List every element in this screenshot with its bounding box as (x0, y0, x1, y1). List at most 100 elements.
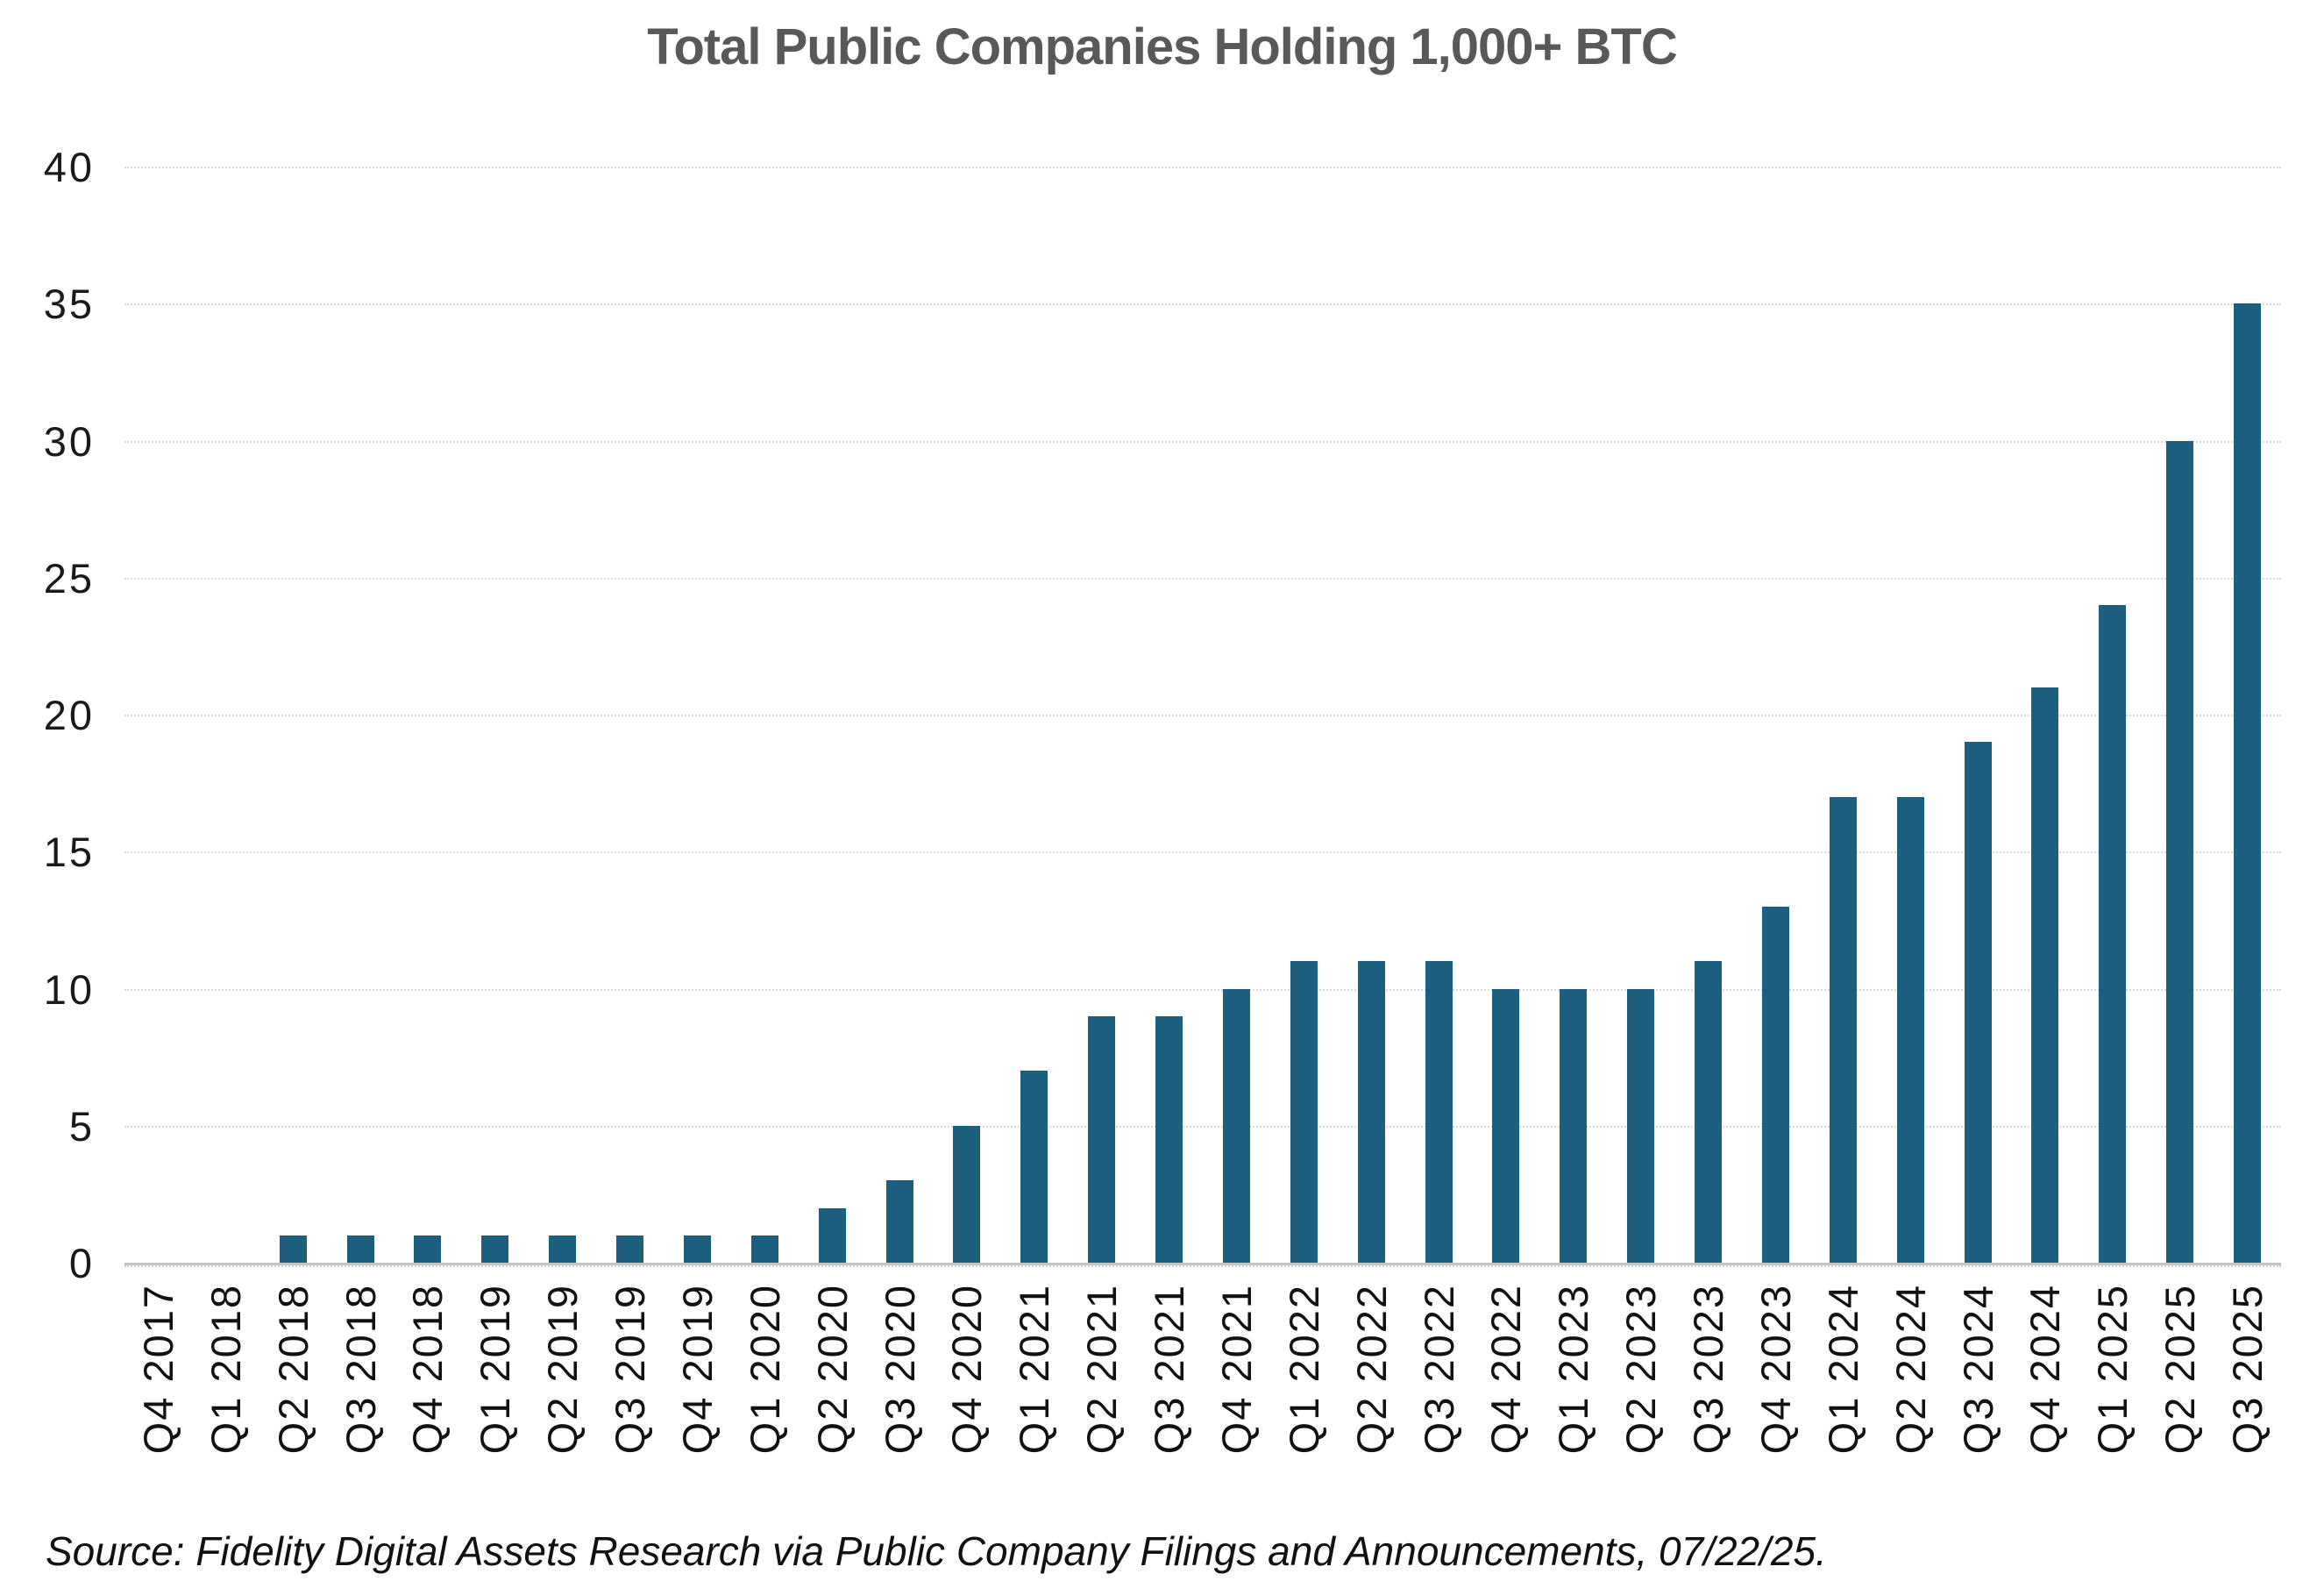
bar-Q4 2022 (1492, 988, 1520, 1263)
x-tick-label-Q1 2021: Q1 2021 (1011, 1284, 1058, 1455)
x-slot-Q3 2020: Q3 2020 (866, 1284, 934, 1507)
x-slot-Q2 2020: Q2 2020 (799, 1284, 866, 1507)
bar-Q2 2023 (1627, 988, 1655, 1263)
x-tick-label-Q2 2020: Q2 2020 (808, 1284, 856, 1455)
x-slot-Q2 2022: Q2 2022 (1338, 1284, 1405, 1507)
bar-Q3 2020 (885, 1180, 913, 1263)
bar-Q3 2024 (1964, 742, 1992, 1263)
bar-Q2 2024 (1896, 796, 1924, 1263)
x-slot-Q2 2018: Q2 2018 (259, 1284, 327, 1507)
bar-slot-Q3 2023 (1674, 167, 1742, 1263)
gridline-40 (124, 167, 2281, 168)
x-tick-label-Q3 2018: Q3 2018 (337, 1284, 384, 1455)
bar-Q2 2021 (1088, 1015, 1116, 1263)
x-slot-Q4 2024: Q4 2024 (2012, 1284, 2079, 1507)
bar-slot-Q4 2020 (934, 167, 1001, 1263)
gridline-5 (124, 1125, 2281, 1128)
y-tick-label-30: 30 (43, 417, 95, 465)
bar-slot-Q1 2019 (461, 167, 529, 1263)
x-slot-Q3 2018: Q3 2018 (327, 1284, 394, 1507)
x-slot-Q3 2022: Q3 2022 (1405, 1284, 1473, 1507)
y-axis: 40 35 30 25 20 15 10 5 0 (0, 146, 95, 1284)
x-tick-label-Q2 2022: Q2 2022 (1347, 1284, 1395, 1455)
bar-slot-Q3 2025 (2214, 167, 2281, 1263)
gridline-35 (124, 303, 2281, 306)
x-slot-Q3 2019: Q3 2019 (596, 1284, 664, 1507)
x-slot-Q1 2023: Q1 2023 (1539, 1284, 1607, 1507)
bar-Q1 2025 (2099, 605, 2127, 1263)
source-note: Source: Fidelity Digital Assets Research… (46, 1528, 1827, 1574)
bar-Q3 2018 (346, 1235, 374, 1263)
bar-Q2 2025 (2166, 440, 2194, 1263)
x-axis-baseline (124, 1263, 2281, 1267)
bar-slot-Q3 2018 (327, 167, 394, 1263)
bar-series (124, 167, 2281, 1263)
bar-Q2 2022 (1357, 961, 1385, 1263)
x-tick-label-Q2 2018: Q2 2018 (269, 1284, 316, 1455)
bar-Q4 2021 (1222, 988, 1250, 1263)
gridline-10 (124, 988, 2281, 991)
x-slot-Q3 2023: Q3 2023 (1674, 1284, 1742, 1507)
gridline-20 (124, 715, 2281, 716)
x-tick-label-Q2 2023: Q2 2023 (1617, 1284, 1665, 1455)
x-tick-label-Q2 2021: Q2 2021 (1078, 1284, 1126, 1455)
x-slot-Q2 2021: Q2 2021 (1068, 1284, 1135, 1507)
x-tick-label-Q3 2021: Q3 2021 (1146, 1284, 1193, 1455)
x-tick-label-Q3 2023: Q3 2023 (1685, 1284, 1732, 1455)
bar-slot-Q2 2018 (259, 167, 327, 1263)
x-tick-label-Q3 2019: Q3 2019 (607, 1284, 654, 1455)
bar-Q2 2019 (549, 1235, 577, 1263)
x-slot-Q2 2019: Q2 2019 (529, 1284, 596, 1507)
x-slot-Q4 2023: Q4 2023 (1742, 1284, 1809, 1507)
bar-Q1 2021 (1020, 1071, 1048, 1263)
x-slot-Q4 2020: Q4 2020 (934, 1284, 1001, 1507)
bar-slot-Q4 2024 (2012, 167, 2079, 1263)
bar-Q4 2018 (414, 1235, 442, 1263)
y-tick-label-15: 15 (43, 829, 95, 876)
y-tick-label-35: 35 (43, 281, 95, 328)
bar-slot-Q3 2022 (1405, 167, 1473, 1263)
x-tick-label-Q4 2021: Q4 2021 (1212, 1284, 1260, 1455)
gridline-30 (124, 440, 2281, 443)
x-slot-Q3 2025: Q3 2025 (2214, 1284, 2281, 1507)
bar-Q1 2019 (481, 1235, 509, 1263)
bar-slot-Q4 2017 (124, 167, 192, 1263)
bar-slot-Q4 2018 (394, 167, 462, 1263)
x-slot-Q3 2024: Q3 2024 (1944, 1284, 2012, 1507)
bar-slot-Q1 2023 (1539, 167, 1607, 1263)
chart-title: Total Public Companies Holding 1,000+ BT… (647, 18, 1678, 75)
bar-Q1 2022 (1290, 961, 1318, 1263)
bar-Q1 2020 (750, 1235, 778, 1263)
x-tick-label-Q1 2025: Q1 2025 (2089, 1284, 2136, 1455)
bar-slot-Q1 2021 (1000, 167, 1068, 1263)
bar-slot-Q1 2025 (2079, 167, 2146, 1263)
x-slot-Q1 2021: Q1 2021 (1000, 1284, 1068, 1507)
bar-slot-Q3 2021 (1135, 167, 1203, 1263)
bar-slot-Q2 2019 (529, 167, 596, 1263)
bar-Q3 2025 (2234, 303, 2262, 1263)
x-slot-Q1 2020: Q1 2020 (731, 1284, 799, 1507)
x-slot-Q1 2024: Q1 2024 (1809, 1284, 1877, 1507)
y-tick-label-20: 20 (43, 692, 95, 738)
x-tick-label-Q1 2024: Q1 2024 (1819, 1284, 1866, 1455)
x-slot-Q1 2019: Q1 2019 (461, 1284, 529, 1507)
y-tick-label-10: 10 (43, 965, 95, 1013)
y-tick-label-40: 40 (43, 144, 95, 190)
x-tick-label-Q4 2022: Q4 2022 (1482, 1284, 1530, 1455)
x-tick-label-Q3 2025: Q3 2025 (2224, 1284, 2271, 1455)
bar-slot-Q4 2023 (1742, 167, 1809, 1263)
x-slot-Q4 2021: Q4 2021 (1203, 1284, 1270, 1507)
plot-area (124, 167, 2281, 1267)
x-tick-label-Q2 2025: Q2 2025 (2157, 1284, 2204, 1455)
bar-Q3 2019 (616, 1235, 644, 1263)
bar-Q4 2024 (2031, 687, 2059, 1263)
y-tick-label-0: 0 (68, 1240, 95, 1286)
bar-slot-Q2 2023 (1607, 167, 1674, 1263)
bar-slot-Q3 2019 (596, 167, 664, 1263)
bar-slot-Q4 2021 (1203, 167, 1270, 1263)
x-tick-label-Q4 2020: Q4 2020 (943, 1284, 991, 1455)
x-tick-label-Q4 2024: Q4 2024 (2022, 1284, 2069, 1455)
bar-slot-Q2 2021 (1068, 167, 1135, 1263)
bar-Q1 2024 (1829, 796, 1857, 1263)
